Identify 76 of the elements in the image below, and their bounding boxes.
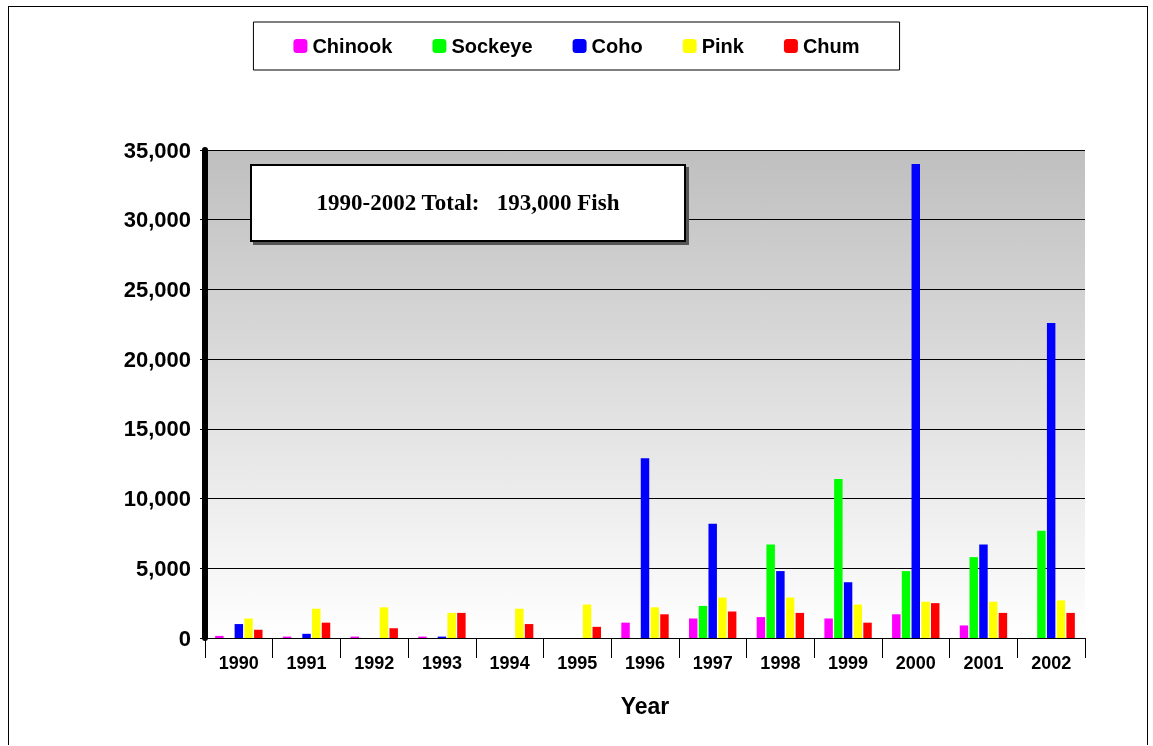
- bar: [582, 604, 592, 638]
- y-tick-label: 5,000: [135, 555, 191, 581]
- bar: [640, 458, 650, 638]
- legend-label: Coho: [591, 35, 643, 57]
- bar: [795, 612, 805, 638]
- bar: [379, 607, 389, 638]
- bar: [727, 611, 737, 638]
- x-tick-label: 1997: [692, 653, 733, 673]
- y-tick-label: 30,000: [123, 207, 191, 233]
- bar: [766, 544, 775, 638]
- bar: [853, 604, 863, 638]
- y-tick-label: 10,000: [123, 486, 191, 512]
- y-tick-label: 20,000: [123, 346, 191, 372]
- bar: [969, 557, 978, 638]
- bar: [244, 618, 253, 638]
- bar: [988, 601, 998, 638]
- x-tick-label: 1990: [218, 653, 259, 673]
- bar: [254, 629, 263, 638]
- x-tick-label: 1992: [354, 653, 395, 673]
- bar: [321, 622, 331, 638]
- y-tick-label: 15,000: [123, 416, 191, 442]
- x-tick-label: 1994: [489, 653, 530, 673]
- bar: [863, 622, 872, 638]
- legend-label: Sockeye: [451, 35, 533, 57]
- bar: [1037, 530, 1046, 638]
- x-tick-label: 1996: [624, 653, 666, 673]
- bar: [1046, 322, 1056, 638]
- bar: [756, 617, 766, 638]
- bar: [785, 597, 795, 638]
- x-tick-label: 1991: [286, 653, 327, 673]
- legend-label: Chinook: [312, 35, 394, 57]
- bar: [998, 612, 1008, 638]
- bar: [979, 544, 988, 638]
- bar: [959, 625, 969, 638]
- x-tick-label: 2001: [963, 653, 1004, 673]
- bar: [689, 618, 698, 638]
- bar: [592, 626, 601, 638]
- bar: [515, 608, 524, 638]
- bar: [660, 614, 669, 638]
- bar: [524, 624, 534, 638]
- x-tick-label: 1993: [421, 653, 462, 673]
- bar: [776, 571, 785, 638]
- y-tick-label: 0: [178, 625, 191, 651]
- bar: [843, 582, 853, 638]
- bar: [892, 614, 901, 638]
- bar: [698, 605, 708, 638]
- note-box: 1990-2002 Total: 193,000 Fish: [250, 164, 686, 242]
- bar: [911, 163, 920, 638]
- bar: [215, 635, 224, 638]
- y-tick-label: 35,000: [123, 137, 191, 163]
- x-tick-label: 1995: [557, 653, 598, 673]
- bar: [921, 601, 930, 638]
- bar: [718, 597, 727, 638]
- bar: [302, 633, 311, 638]
- bar: [1056, 600, 1066, 638]
- x-tick-label: 2000: [895, 653, 936, 673]
- bar: [708, 523, 717, 638]
- bar: [621, 622, 630, 638]
- x-tick-label: 2002: [1031, 653, 1072, 673]
- bar: [824, 618, 833, 638]
- bar: [234, 624, 244, 638]
- bar: [834, 479, 843, 638]
- x-tick-label: 1998: [760, 653, 801, 673]
- bar: [447, 612, 456, 638]
- legend-label: Chum: [802, 35, 860, 57]
- bar: [389, 628, 398, 638]
- x-axis-title: Year: [620, 692, 670, 719]
- bar: [931, 603, 940, 638]
- bar: [650, 607, 659, 638]
- bar: [312, 608, 321, 638]
- bar: [901, 571, 911, 638]
- x-tick-label: 1999: [828, 653, 869, 673]
- legend-label: Pink: [701, 35, 745, 57]
- y-tick-label: 25,000: [123, 276, 191, 302]
- bar: [1066, 612, 1075, 638]
- bar: [457, 612, 466, 638]
